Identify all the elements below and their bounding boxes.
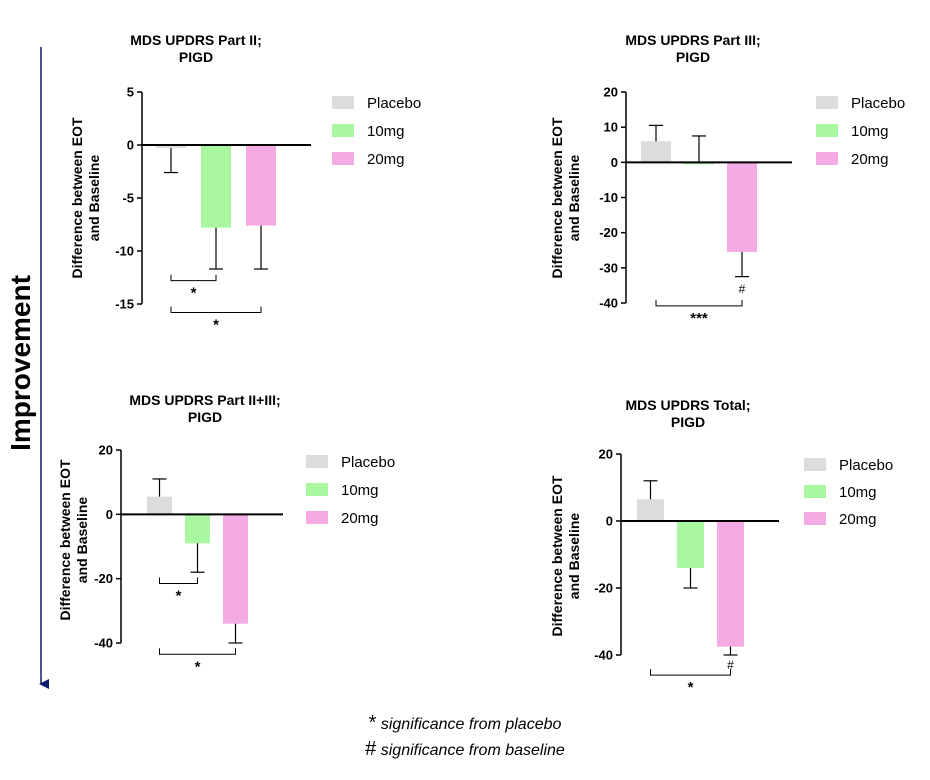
significance-bracket (159, 577, 198, 584)
y-axis-label-line: and Baseline (74, 497, 90, 584)
bar-placebo (637, 499, 664, 521)
chart-panel-1: MDS UPDRS Part II;PIGD Difference between… (69, 32, 421, 333)
y-tick-label: 0 (106, 507, 113, 522)
y-tick-label: -40 (599, 296, 618, 311)
legend-swatch (804, 485, 826, 498)
legend-swatch (306, 455, 328, 468)
bar-10mg (185, 514, 210, 544)
significance-bracket (159, 648, 236, 655)
bar-10mg (201, 145, 231, 228)
y-tick-label: 0 (127, 138, 134, 153)
legend-swatch (306, 483, 328, 496)
legend-label: 20mg (341, 510, 379, 527)
significance-bracket (170, 274, 217, 282)
y-axis-label-line: Difference between EOT (549, 475, 565, 636)
footnote-placebo-text: significance from placebo (380, 716, 562, 733)
bar-20mg (246, 145, 276, 226)
y-tick-label: -30 (599, 260, 618, 275)
y-axis-label-line: Difference between EOT (549, 117, 565, 278)
bar-20mg (717, 521, 744, 647)
bar-placebo (147, 496, 172, 515)
y-tick-label: 20 (99, 443, 113, 458)
footnote-placebo: * significance from placebo (0, 712, 930, 735)
legend-swatch (332, 124, 354, 137)
legend-label: 10mg (341, 482, 379, 499)
y-axis-label-line: and Baseline (566, 513, 582, 600)
footnote-baseline-text: significance from baseline (380, 742, 565, 759)
chart-title-line: MDS UPDRS Part II; (130, 32, 261, 48)
y-tick-label: -40 (594, 648, 613, 663)
y-tick-label: 0 (611, 155, 618, 170)
legend-label: Placebo (341, 454, 395, 471)
chart-title-line: PIGD (188, 409, 222, 425)
baseline-significance-marker: # (739, 282, 746, 296)
significance-marker: * (195, 658, 201, 675)
legend-swatch (816, 152, 838, 165)
y-tick-label: 0 (606, 514, 613, 529)
legend-label: Placebo (839, 457, 893, 474)
bar-10mg (677, 521, 704, 568)
bar-20mg (223, 514, 248, 624)
significance-bracket (650, 669, 731, 676)
footnote-baseline-symbol: # (365, 738, 377, 760)
significance-bracket (655, 299, 743, 307)
legend-swatch (816, 96, 838, 109)
chart-title-line: MDS UPDRS Total; (626, 397, 751, 413)
chart-title-line: PIGD (676, 49, 710, 65)
legend-label: 20mg (851, 151, 889, 168)
y-axis-label-line: Difference between EOT (69, 117, 85, 278)
bar-20mg (727, 162, 757, 253)
y-tick-label: -20 (594, 581, 613, 596)
legend-swatch (816, 124, 838, 137)
legend-label: 10mg (367, 123, 405, 140)
bar-placebo (156, 145, 186, 149)
y-tick-label: 10 (604, 120, 618, 135)
y-tick-label: -10 (115, 244, 134, 259)
legend-label: 20mg (839, 511, 877, 528)
significance-marker: * (176, 587, 182, 604)
chart-title-line: PIGD (179, 49, 213, 65)
chart-panel-2: MDS UPDRS Part III;PIGD Difference betwee… (549, 32, 905, 327)
legend-label: 20mg (367, 151, 405, 168)
legend-label: 10mg (851, 123, 889, 140)
y-tick-label: -5 (122, 191, 134, 206)
chart-panel-3: MDS UPDRS Part II+III;PIGD Difference bet… (57, 392, 395, 675)
y-tick-label: -20 (94, 571, 113, 586)
legend-swatch (804, 512, 826, 525)
y-tick-label: -15 (115, 297, 134, 312)
footnote-baseline: # significance from baseline (0, 738, 930, 761)
y-tick-label: -20 (599, 225, 618, 240)
significance-marker: * (213, 316, 219, 333)
significance-marker: * (191, 285, 197, 302)
improvement-label: Improvement (5, 275, 36, 451)
bar-placebo (641, 141, 671, 163)
legend-swatch (804, 458, 826, 471)
y-tick-label: 20 (604, 85, 618, 100)
baseline-significance-marker: # (727, 658, 734, 672)
legend-label: Placebo (851, 95, 905, 112)
y-axis-label-line: and Baseline (86, 155, 102, 242)
legend-swatch (332, 152, 354, 165)
y-tick-label: 5 (127, 85, 134, 100)
y-axis-label-line: and Baseline (566, 155, 582, 242)
y-tick-label: -10 (599, 190, 618, 205)
chart-title-line: MDS UPDRS Part III; (625, 32, 760, 48)
significance-marker: *** (690, 310, 708, 327)
y-tick-label: -40 (94, 636, 113, 651)
chart-title-line: MDS UPDRS Part II+III; (129, 392, 280, 408)
significance-marker: * (688, 679, 694, 696)
legend-label: 10mg (839, 484, 877, 501)
y-tick-label: 20 (599, 447, 613, 462)
chart-panel-4: MDS UPDRS Total;PIGD Difference between E… (549, 397, 893, 696)
y-axis-label-line: Difference between EOT (57, 459, 73, 620)
footnote-placebo-symbol: * (368, 712, 377, 734)
legend-swatch (306, 511, 328, 524)
legend-label: Placebo (367, 95, 421, 112)
legend-swatch (332, 96, 354, 109)
chart-title-line: PIGD (671, 414, 705, 430)
significance-bracket (170, 306, 262, 313)
